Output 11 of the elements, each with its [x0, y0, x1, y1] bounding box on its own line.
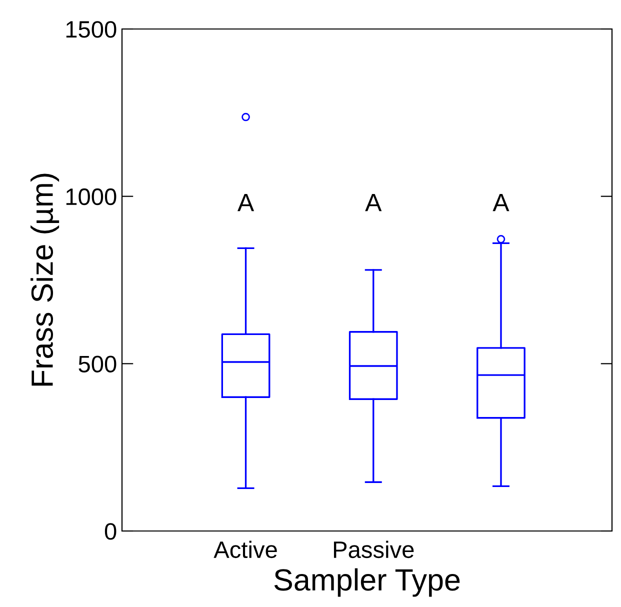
annotation: A [237, 194, 254, 212]
x-tick-label: Active [214, 540, 277, 558]
y-tick-label: 1000 [66, 188, 116, 206]
y-tick-label: 500 [78, 356, 116, 372]
x-axis-title: Sampler Type [274, 568, 460, 597]
annotation: A [492, 194, 510, 212]
y-tick-label: 1500 [66, 21, 116, 38]
y-tick-label: 0 [104, 523, 116, 540]
x-tick-label: Passive [334, 540, 414, 558]
annotation: A [365, 194, 382, 212]
y-axis-title: Frass Size (µm) [30, 174, 60, 386]
